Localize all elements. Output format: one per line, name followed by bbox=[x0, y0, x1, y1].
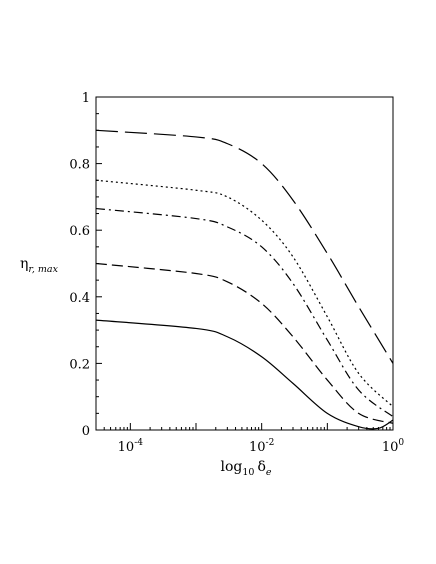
x-axis-label: log10 δe bbox=[220, 459, 271, 478]
series-line-3 bbox=[95, 207, 394, 418]
series-line-2 bbox=[95, 179, 394, 408]
series-line-5 bbox=[95, 319, 394, 430]
y-tick-label: 1 bbox=[82, 91, 90, 106]
series-line-4 bbox=[95, 262, 394, 424]
y-tick-label: 0.2 bbox=[69, 357, 90, 372]
y-axis-ticks: 0 0.2 0.4 0.6 0.8 1 bbox=[69, 91, 102, 439]
plot-frame bbox=[95, 96, 394, 431]
y-axis-label: ηr, max bbox=[20, 256, 59, 275]
x-tick-label: 100 bbox=[382, 438, 405, 455]
y-tick-label: 0 bbox=[82, 424, 90, 439]
series-line-1 bbox=[95, 129, 394, 364]
x-tick-label: 10-4 bbox=[118, 438, 144, 455]
x-tick-label: 10-2 bbox=[249, 438, 274, 455]
x-axis-ticks: 10-4 10-2 100 bbox=[95, 423, 405, 455]
y-tick-label: 0.8 bbox=[69, 158, 90, 173]
series-layer bbox=[95, 129, 394, 430]
y-tick-label: 0.4 bbox=[69, 291, 90, 306]
y-tick-label: 0.6 bbox=[69, 224, 90, 239]
